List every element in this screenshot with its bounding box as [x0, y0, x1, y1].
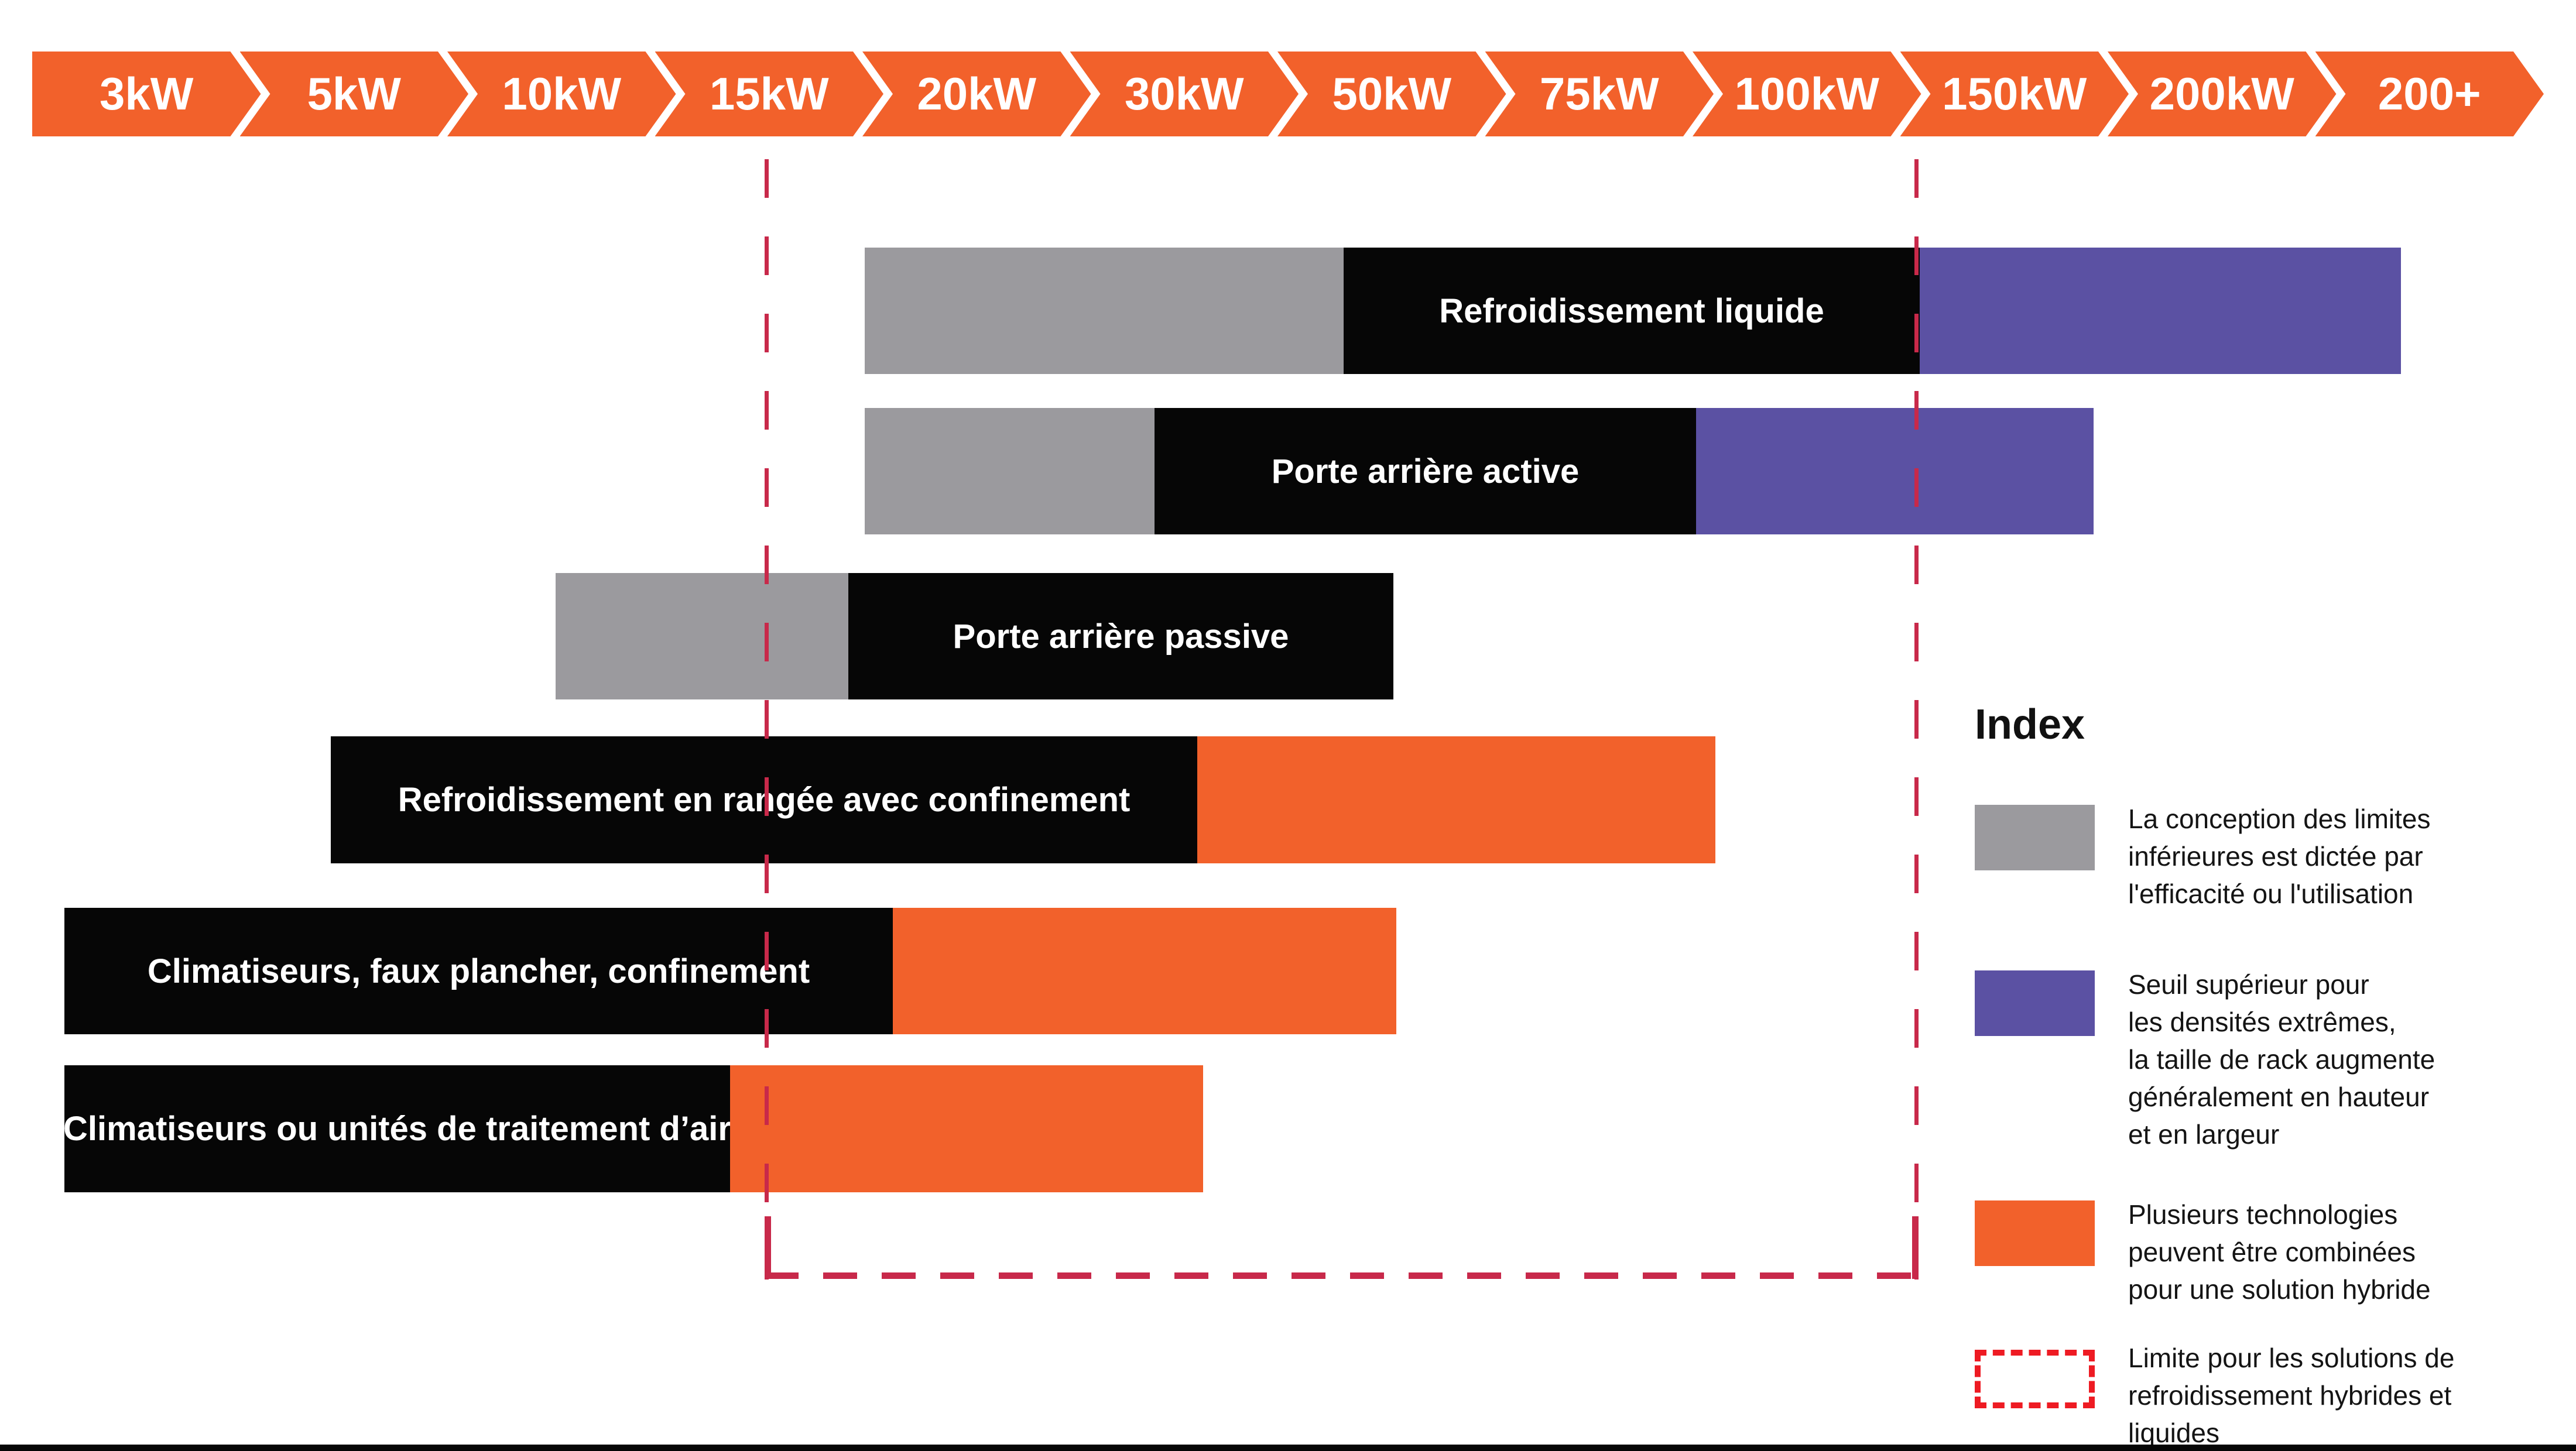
legend-text-purple: Seuil supérieur pour les densités extrême… — [2128, 966, 2435, 1153]
limit-corner-left — [765, 1216, 771, 1279]
legend-title: Index — [1975, 701, 2085, 748]
legend-text-line: peuvent être combinées — [2128, 1237, 2416, 1267]
bar-segment-purple — [1696, 408, 2094, 534]
bar-segment-orange — [730, 1065, 1203, 1192]
axis-segment-label: 200+ — [2378, 68, 2481, 119]
bar-segment-purple — [1920, 248, 2401, 374]
bar-segment-black-labeled: Porte arrière active — [1155, 408, 1696, 534]
axis-segment-label: 30kW — [1124, 68, 1244, 119]
legend-text-line: Limite pour les solutions de — [2128, 1343, 2455, 1373]
axis-segment-200+: 200+ — [2315, 52, 2544, 136]
legend-text-line: pour une solution hybride — [2128, 1274, 2431, 1305]
axis-segment-label: 10kW — [502, 68, 622, 119]
axis-segment-15kW: 15kW — [655, 52, 884, 136]
axis-segment-label: 15kW — [709, 68, 829, 119]
legend-text-line: liquides — [2128, 1418, 2219, 1448]
axis-segment-label: 150kW — [1942, 68, 2087, 119]
legend-text-line: l'efficacité ou l'utilisation — [2128, 879, 2414, 909]
legend-text-line: généralement en hauteur — [2128, 1082, 2430, 1112]
legend-text-line: la taille de rack augmente — [2128, 1044, 2435, 1075]
bar-label: Refroidissement en rangée avec confineme… — [398, 781, 1131, 819]
bar-segment-black-labeled: Porte arrière passive — [848, 573, 1393, 699]
legend-text-orange: Plusieurs technologies peuvent être combi… — [2128, 1196, 2431, 1308]
legend-text-line: refroidissement hybrides et — [2128, 1380, 2452, 1411]
limit-corner-right — [1912, 1216, 1919, 1279]
axis-segment-label: 100kW — [1734, 68, 1879, 119]
axis-segment-5kW: 5kW — [240, 52, 469, 136]
legend-text-line: et en largeur — [2128, 1119, 2280, 1150]
axis-segment-3kW: 3kW — [32, 52, 261, 136]
axis-segment-200kW: 200kW — [2108, 52, 2337, 136]
bar-label: Refroidissement liquide — [1439, 291, 1824, 330]
bar-segment-orange — [1197, 736, 1715, 863]
legend-text-line: Plusieurs technologies — [2128, 1199, 2398, 1230]
bar-segment-gray — [865, 248, 1344, 374]
limit-dashed-line-bottom — [765, 1272, 1919, 1279]
legend-text-line: les densités extrêmes, — [2128, 1007, 2396, 1037]
axis-segment-75kW: 75kW — [1485, 52, 1714, 136]
axis-segment-label: 20kW — [917, 68, 1037, 119]
bottom-rule — [0, 1445, 2576, 1451]
legend-swatch-red-dashed — [1975, 1350, 2095, 1408]
axis-segment-10kW: 10kW — [447, 52, 676, 136]
axis-segment-label: 50kW — [1332, 68, 1452, 119]
axis-segment-100kW: 100kW — [1693, 52, 1921, 136]
legend-text-line: inférieures est dictée par — [2128, 841, 2423, 872]
limit-dashed-line-left — [765, 159, 769, 1280]
bar-segment-black-labeled: Refroidissement en rangée avec confineme… — [331, 736, 1197, 863]
axis-segment-label: 5kW — [307, 68, 401, 119]
bar-segment-black-labeled: Climatiseurs ou unités de traitement d’a… — [63, 1065, 731, 1192]
limit-dashed-line-right — [1914, 159, 1919, 1280]
bar-segment-gray — [865, 408, 1155, 534]
axis-segment-label: 75kW — [1539, 68, 1659, 119]
axis-segment-20kW: 20kW — [862, 52, 1091, 136]
bar-segment-black-labeled: Climatiseurs, faux plancher, confinement — [64, 908, 893, 1034]
bar-segment-gray — [556, 573, 848, 699]
bar-label: Climatiseurs ou unités de traitement d’a… — [63, 1110, 731, 1148]
legend-swatch-gray — [1975, 805, 2095, 870]
bar-label: Porte arrière active — [1271, 452, 1580, 490]
bar-segment-orange — [893, 908, 1396, 1034]
legend-text-line: Seuil supérieur pour — [2128, 969, 2369, 1000]
bar-label: Climatiseurs, faux plancher, confinement — [147, 952, 810, 990]
bar-label: Porte arrière passive — [953, 617, 1289, 656]
legend-text-line: La conception des limites — [2128, 804, 2431, 834]
legend-text-gray: La conception des limites inférieures est… — [2128, 800, 2431, 913]
axis-segment-150kW: 150kW — [1900, 52, 2129, 136]
bar-segment-black-labeled: Refroidissement liquide — [1344, 248, 1920, 374]
axis-segment-label: 3kW — [100, 68, 194, 119]
legend-swatch-purple — [1975, 970, 2095, 1036]
axis-segment-30kW: 30kW — [1070, 52, 1299, 136]
legend-swatch-orange — [1975, 1200, 2095, 1266]
axis-segment-50kW: 50kW — [1277, 52, 1506, 136]
axis-segment-label: 200kW — [2149, 68, 2294, 119]
legend-text-red-dashed: Limite pour les solutions de refroidissem… — [2128, 1339, 2454, 1451]
